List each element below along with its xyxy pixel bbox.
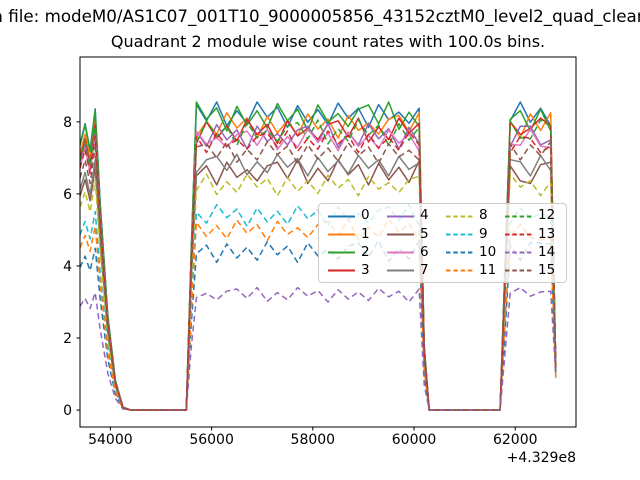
y-tick-label: 6: [63, 187, 72, 203]
legend-entry-15: 15: [505, 261, 564, 278]
legend-entry-4: 4: [387, 209, 446, 223]
legend-label: 9: [479, 225, 488, 242]
legend-line-sample: [446, 251, 473, 254]
legend-line-sample: [387, 269, 414, 272]
legend-label: 3: [361, 261, 370, 278]
x-tick-label: 62000: [493, 432, 538, 448]
legend-entry-2: 2: [328, 243, 387, 260]
legend-line-sample: [387, 233, 414, 236]
series-line-5: [80, 158, 557, 411]
legend-label: 5: [420, 225, 429, 242]
series-group: [80, 101, 557, 411]
legend-entry-13: 13: [505, 225, 564, 242]
legend-entry-10: 10: [446, 243, 505, 260]
x-axis-offset-label: +4.329e8: [506, 450, 576, 466]
y-tick-label: 2: [63, 331, 72, 347]
x-tick-label: 56000: [189, 432, 234, 448]
legend-label: 8: [479, 207, 488, 224]
legend-entry-9: 9: [446, 225, 505, 242]
legend-line-sample: [387, 215, 414, 218]
legend-entry-7: 7: [387, 261, 446, 278]
legend-entry-1: 1: [328, 225, 387, 242]
legend-line-sample: [446, 269, 473, 272]
legend-label: 11: [479, 261, 497, 278]
legend-line-sample: [328, 251, 355, 254]
legend: 0 1 2 3 4 5 6 7 8 9 10 11 12 13 14 15: [318, 203, 567, 283]
legend-entry-6: 6: [387, 243, 446, 260]
legend-line-sample: [505, 233, 532, 236]
legend-label: 0: [361, 207, 370, 224]
legend-label: 12: [538, 207, 556, 224]
legend-entry-12: 12: [505, 209, 564, 223]
legend-line-sample: [505, 215, 532, 218]
y-tick-label: 8: [63, 115, 72, 131]
legend-line-sample: [328, 215, 355, 218]
y-tick-label: 0: [63, 403, 72, 419]
legend-label: 15: [538, 261, 556, 278]
legend-entry-5: 5: [387, 225, 446, 242]
legend-label: 10: [479, 243, 497, 260]
legend-label: 4: [420, 207, 429, 224]
plot-border: [79, 56, 577, 428]
legend-line-sample: [387, 251, 414, 254]
legend-entry-3: 3: [328, 261, 387, 278]
series-line-15: [80, 140, 557, 411]
legend-line-sample: [328, 269, 355, 272]
legend-label: 2: [361, 243, 370, 260]
legend-label: 6: [420, 243, 429, 260]
legend-label: 7: [420, 261, 429, 278]
legend-entry-0: 0: [328, 209, 387, 223]
legend-line-sample: [505, 269, 532, 272]
x-tick-label: 54000: [88, 432, 133, 448]
legend-label: 13: [538, 225, 556, 242]
figure-suptitle: a file: modeM0/AS1C07_001T10_9000005856_…: [0, 6, 640, 26]
legend-line-sample: [446, 215, 473, 218]
legend-line-sample: [505, 251, 532, 254]
axes-title: Quadrant 2 module wise count rates with …: [110, 32, 546, 51]
legend-entry-8: 8: [446, 209, 505, 223]
legend-line-sample: [446, 233, 473, 236]
legend-label: 1: [361, 225, 370, 242]
legend-line-sample: [328, 233, 355, 236]
y-tick-label: 4: [63, 259, 72, 275]
x-tick-label: 58000: [291, 432, 336, 448]
legend-entry-14: 14: [505, 243, 564, 260]
legend-entry-11: 11: [446, 261, 505, 278]
legend-label: 14: [538, 243, 556, 260]
series-line-14: [80, 286, 557, 411]
x-tick-label: 60000: [392, 432, 437, 448]
